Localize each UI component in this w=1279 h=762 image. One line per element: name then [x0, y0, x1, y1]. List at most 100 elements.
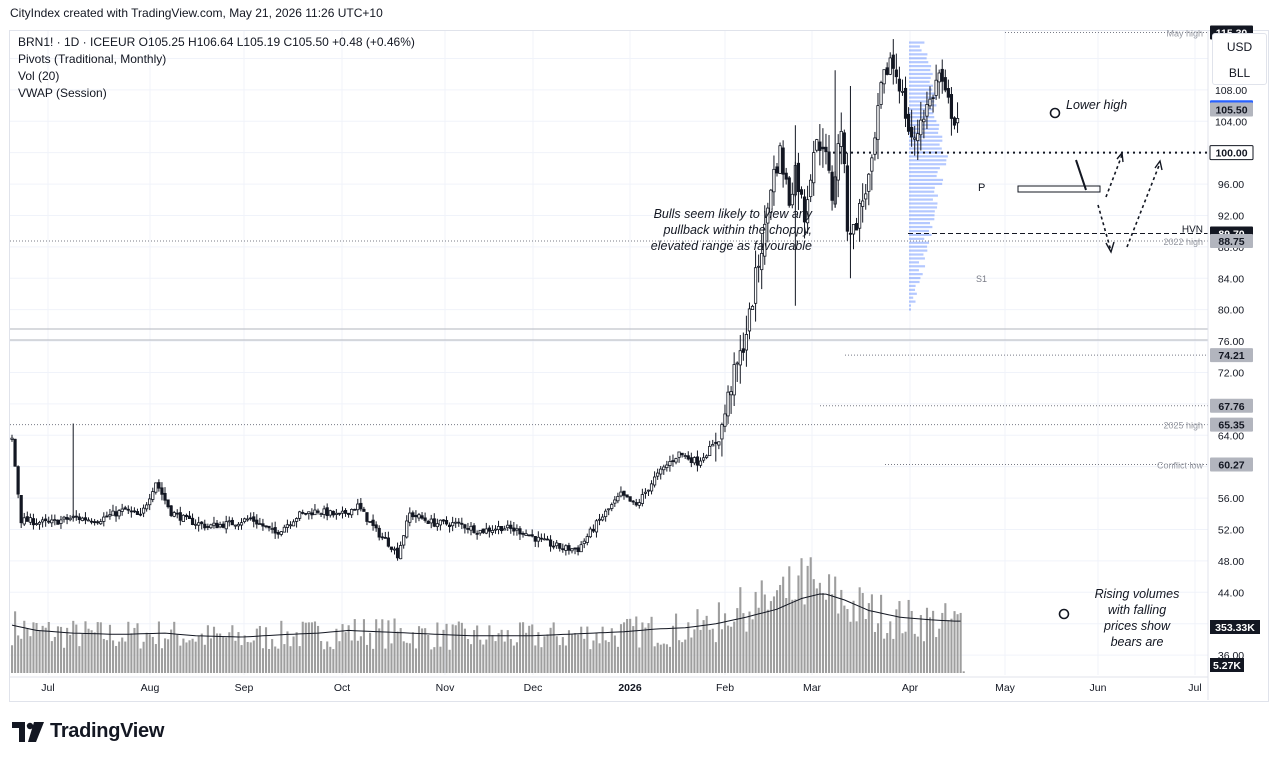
volume-profile-row — [909, 76, 931, 79]
volume-bar — [956, 614, 959, 673]
volume-indicator-label[interactable]: Vol (20) — [18, 69, 60, 83]
volume-bar — [463, 628, 466, 673]
volume-bar — [338, 641, 341, 673]
candle-up — [597, 518, 602, 521]
candle-up — [37, 522, 42, 525]
volume-bar — [558, 645, 561, 673]
volume-bar — [858, 587, 861, 673]
candle-up — [698, 460, 703, 466]
candle-down — [135, 511, 140, 515]
time-tick-label: Feb — [716, 682, 734, 694]
arrowhead — [1154, 159, 1163, 171]
volume-profile-row — [909, 92, 935, 95]
price-label: 100.00 — [1215, 148, 1247, 160]
symbol-ohlc-line[interactable]: BRN1! · 1D · ICEEUR O105.25 H106.64 L105… — [18, 35, 415, 49]
price-label-bg — [1210, 348, 1253, 363]
candle-down — [527, 534, 531, 537]
candle-down — [190, 517, 195, 525]
candle-up — [588, 528, 592, 538]
level-lines: May high 2022 high 2025 high Conflict low HV… — [10, 29, 1208, 471]
volume-profile-row — [909, 178, 944, 182]
price-tick-label: 56.00 — [1218, 493, 1244, 505]
candle-down — [93, 521, 97, 524]
volume-bar — [699, 629, 702, 673]
candle-up — [242, 518, 247, 523]
candle-down — [821, 146, 825, 150]
candle-down — [252, 516, 256, 522]
candle-down — [276, 531, 280, 535]
unit-label[interactable]: BLL — [1228, 66, 1251, 80]
candle-down — [802, 196, 807, 223]
volume-bar — [497, 633, 500, 673]
candle-down — [940, 68, 944, 82]
volume-bar — [225, 637, 228, 673]
volume-bar — [417, 626, 421, 673]
pivots-indicator-label[interactable]: Pivots (Traditional, Monthly) — [18, 52, 167, 66]
currency-label[interactable]: USD — [1226, 40, 1253, 54]
volume-profile-row — [909, 218, 935, 221]
volume-bar — [846, 609, 849, 673]
candle-up — [154, 482, 158, 493]
candle-down — [316, 510, 320, 513]
candle-down — [775, 166, 779, 174]
volume-bar — [708, 629, 711, 673]
candle-up — [484, 528, 488, 534]
candle-up — [919, 119, 923, 136]
candle-down — [261, 523, 265, 527]
currency-unit-box[interactable]: USD BLL — [1212, 33, 1267, 85]
volume-bar — [320, 641, 323, 673]
candle-up — [604, 510, 608, 518]
candle-up — [873, 137, 877, 155]
volume-bar — [246, 641, 249, 673]
candle-up — [705, 455, 709, 458]
candle-down — [203, 523, 207, 529]
volume-bar — [800, 558, 803, 673]
candle-up — [836, 143, 840, 181]
price-candles — [10, 39, 960, 561]
candle-up — [298, 511, 302, 519]
vwap-indicator-label[interactable]: VWAP (Session) — [18, 86, 107, 100]
candle-up — [922, 118, 926, 123]
volume-bar — [944, 603, 947, 673]
volume-bar — [369, 632, 372, 673]
volume-bar — [356, 640, 359, 673]
volume-bar — [883, 638, 886, 673]
candle-down — [576, 547, 580, 553]
candle-up — [757, 265, 761, 268]
candle-up — [307, 511, 311, 514]
candle-down — [573, 547, 577, 550]
volume-bar — [898, 601, 901, 673]
candle-up — [637, 502, 641, 506]
level-line-label: 2025 high — [1163, 421, 1203, 431]
candle-up — [469, 525, 473, 531]
volume-bar — [720, 629, 724, 673]
volume-bar — [736, 608, 739, 673]
candle-up — [643, 491, 648, 494]
candle-up — [340, 510, 345, 514]
candle-down — [215, 522, 219, 529]
candle-down — [827, 151, 831, 171]
volume-bar — [564, 645, 567, 673]
volume-bar — [919, 615, 922, 673]
volume-profile-row — [909, 249, 928, 252]
volume-profile-row — [909, 245, 928, 248]
volume-bar — [84, 621, 87, 673]
volume-bar — [200, 633, 203, 673]
volume-profile-row — [909, 65, 932, 68]
volume-bar — [653, 646, 656, 673]
candle-up — [141, 507, 146, 514]
price-tick-label: 80.00 — [1218, 305, 1244, 317]
volume-profile-row — [909, 300, 916, 303]
candle-up — [294, 518, 299, 522]
candle-down — [383, 536, 387, 539]
candle-up — [619, 491, 623, 497]
candle-up — [405, 520, 409, 538]
candle-down — [680, 452, 684, 456]
candle-down — [671, 460, 675, 462]
volume-bar — [662, 643, 665, 673]
volume-bar — [301, 621, 304, 673]
candle-up — [876, 105, 880, 140]
volume-bar — [387, 620, 390, 673]
candle-up — [506, 524, 510, 529]
